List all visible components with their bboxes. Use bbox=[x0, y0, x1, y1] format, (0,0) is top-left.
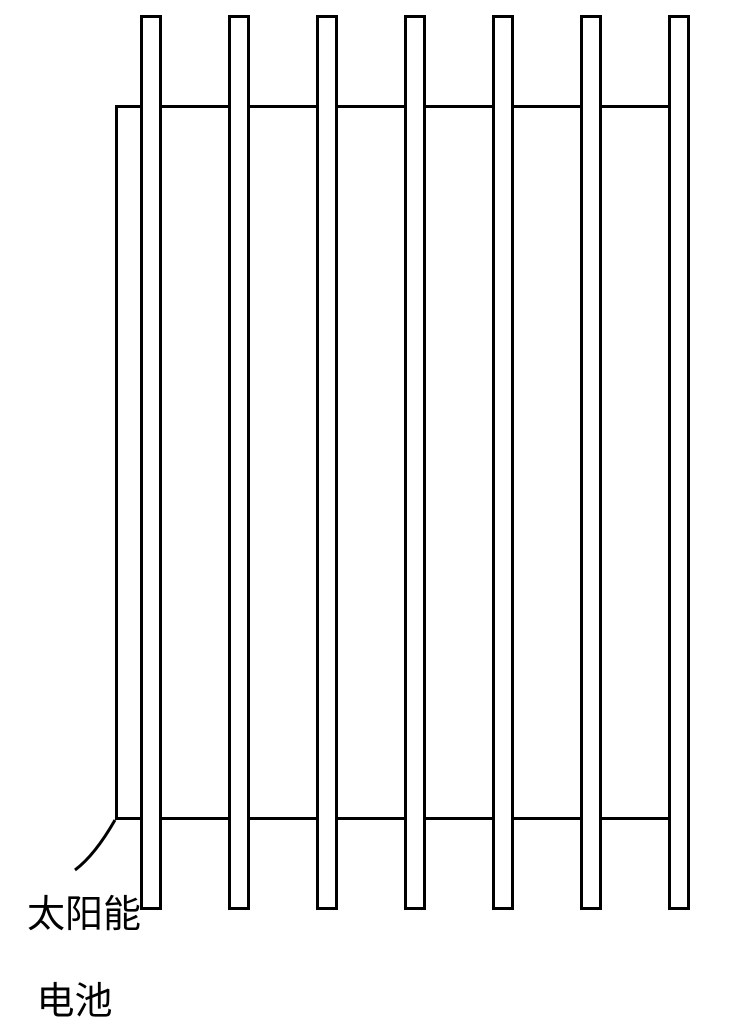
label-line1: 太阳能 bbox=[27, 894, 141, 936]
diagram-canvas: { "diagram": { "type": "schematic", "bac… bbox=[0, 0, 740, 965]
label-line2: 电池 bbox=[27, 981, 113, 1023]
solar-cell-label: 太阳能 电池 bbox=[8, 850, 141, 1025]
label-leader-line bbox=[0, 0, 740, 965]
